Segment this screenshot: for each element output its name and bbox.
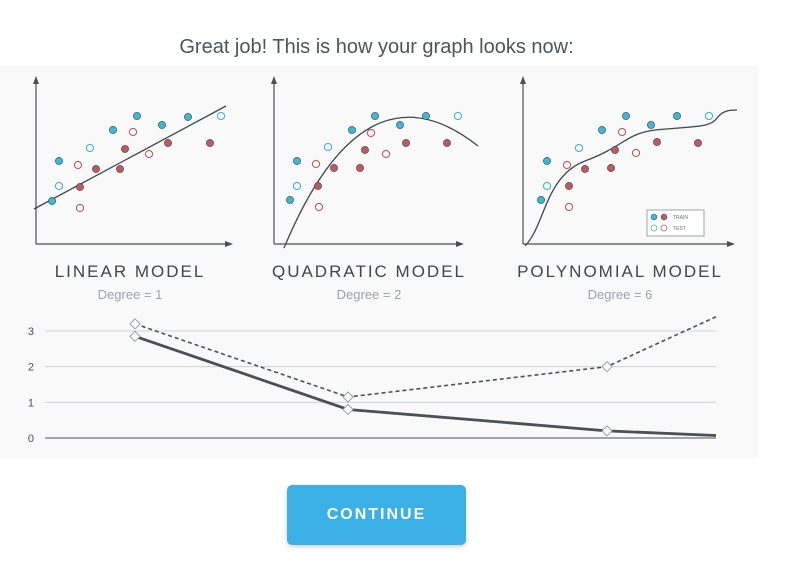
quadratic-model-plot: [271, 76, 479, 249]
legend: TRAIN TEST: [646, 209, 705, 237]
data-point-marker: [129, 318, 141, 330]
y-tick-label: 3: [28, 326, 34, 338]
model-degree: Degree = 2: [336, 287, 402, 302]
y-tick-label: 1: [28, 397, 34, 409]
solid-series-line: [134, 335, 717, 437]
data-point-marker: [342, 391, 354, 403]
quadratic-model-card: QUADRATIC MODEL Degree = 2: [244, 66, 494, 306]
legend-train: TRAIN: [673, 215, 688, 221]
data-point-marker: [601, 425, 613, 437]
y-tick-label: 0: [28, 433, 34, 445]
dashed-series-line: [134, 316, 717, 398]
polynomial-model-plot: TRAIN TEST: [520, 76, 738, 247]
model-title: LINEAR MODEL: [54, 262, 206, 281]
data-point-marker: [342, 403, 354, 416]
model-degree: Degree = 1: [97, 287, 163, 302]
error-chart: 0 1 2 3: [28, 316, 717, 445]
legend-test: TEST: [673, 226, 686, 232]
y-tick-label: 2: [28, 362, 34, 374]
model-title: QUADRATIC MODEL: [271, 262, 467, 281]
data-point-marker: [601, 360, 613, 373]
linear-model-card: LINEAR MODEL Degree = 1: [5, 66, 255, 306]
data-point-marker: [129, 330, 141, 343]
model-degree: Degree = 6: [587, 287, 653, 302]
linear-model-plot: [33, 76, 233, 247]
polynomial-model-card: TRAIN TEST POLYNOMIAL MODEL Degree = 6: [495, 66, 745, 306]
headline: Great job! This is how your graph looks …: [179, 36, 574, 58]
models-panel: LINEAR MODEL Degree = 1: [0, 66, 758, 458]
continue-button[interactable]: CONTINUE: [287, 485, 466, 545]
model-title: POLYNOMIAL MODEL: [517, 262, 723, 281]
